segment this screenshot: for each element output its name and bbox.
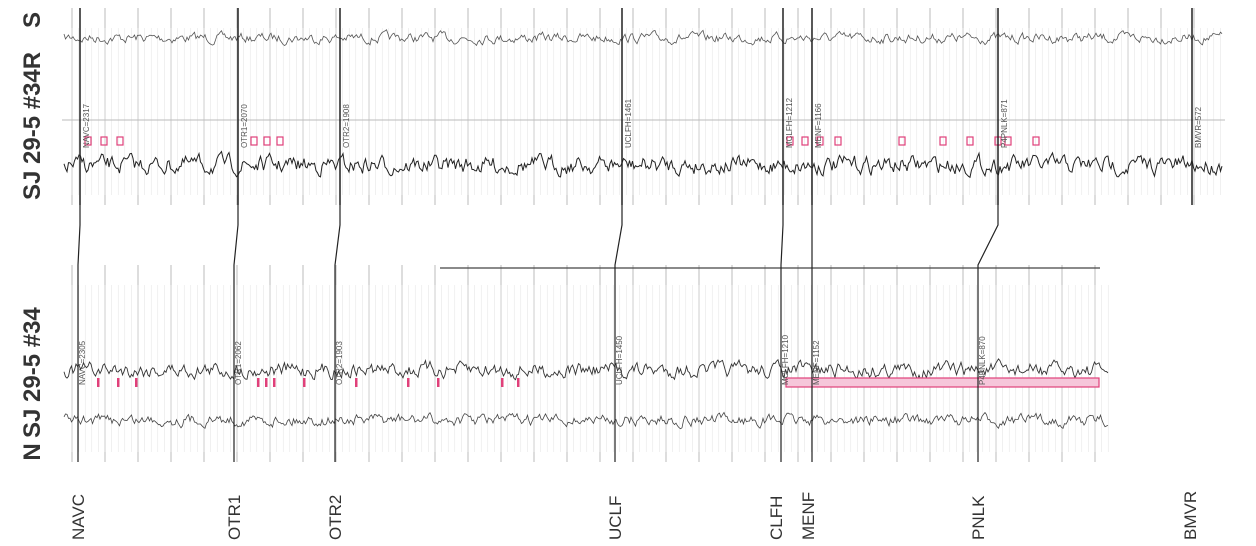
sample-marker xyxy=(303,378,306,387)
pick-label: P4PNLK=871 xyxy=(1000,99,1009,148)
sample-marker xyxy=(1032,136,1040,146)
pick-label: NAVC=2305 xyxy=(78,340,87,385)
formation-label: BMVR xyxy=(1181,491,1200,540)
formation-label: OTR1 xyxy=(225,495,244,540)
sample-marker xyxy=(437,378,440,387)
sample-marker xyxy=(801,136,809,146)
pick-label: MENF=1152 xyxy=(812,340,821,385)
formation-label: CLFH xyxy=(767,496,786,540)
pick-label: UCLFH=1450 xyxy=(615,335,624,385)
log-curve xyxy=(63,29,1223,47)
log-curve xyxy=(63,411,1109,430)
sample-marker xyxy=(276,136,284,146)
correlation-line xyxy=(334,205,341,462)
correlation-line xyxy=(233,205,239,462)
sample-marker xyxy=(816,136,824,146)
sample-marker xyxy=(407,378,410,387)
sample-marker xyxy=(84,136,92,146)
formation-label: NAVC xyxy=(69,494,88,540)
sample-marker xyxy=(939,136,947,146)
sample-marker xyxy=(517,378,520,387)
sample-marker xyxy=(834,136,842,146)
formation-label: PNLK xyxy=(969,495,988,540)
pick-label: MCLFH=1210 xyxy=(781,334,790,385)
formation-label: OTR2 xyxy=(326,495,345,540)
correlation-line xyxy=(77,205,81,462)
sample-marker xyxy=(135,378,138,387)
log-curves xyxy=(63,29,1223,430)
sample-marker xyxy=(273,378,276,387)
sample-marker xyxy=(786,136,794,146)
labels: S SJ 29-5 #34R SJ 29-5 #34 N NAVC OTR1 OTR… xyxy=(19,12,1203,540)
sample-marker xyxy=(501,378,504,387)
log-curve xyxy=(63,150,1223,179)
pick-label: UCLFH=1461 xyxy=(624,98,633,148)
pick-label: OTR1=2070 xyxy=(240,104,249,148)
sample-marker xyxy=(966,136,974,146)
sample-marker xyxy=(1004,136,1012,146)
log-curve xyxy=(63,358,1109,381)
correlation-line xyxy=(614,205,623,462)
correlation-lines xyxy=(77,8,1193,462)
sample-interval xyxy=(785,377,1100,388)
sample-marker xyxy=(100,136,108,146)
side-label: S xyxy=(19,12,46,28)
pick-label: MENF=1166 xyxy=(814,103,823,148)
pick-label: NAVC=2317 xyxy=(82,103,91,148)
side-label: N xyxy=(19,443,46,460)
sample-marker xyxy=(265,378,268,387)
sample-marker xyxy=(117,378,120,387)
pick-label: MCLFH=1212 xyxy=(785,97,794,148)
sample-marker xyxy=(898,136,906,146)
well-name: SJ 29-5 #34 xyxy=(19,307,46,438)
formation-label: MENF xyxy=(799,492,818,540)
well-name: SJ 29-5 #34R xyxy=(19,52,46,200)
sample-marker xyxy=(116,136,124,146)
sample-marker xyxy=(263,136,271,146)
pick-label: P4PNLK=870 xyxy=(978,336,987,385)
pick-label: BMVR=572 xyxy=(1194,106,1203,148)
sample-marker xyxy=(250,136,258,146)
pick-label: OTR2=1908 xyxy=(342,104,351,148)
formation-label: UCLF xyxy=(606,496,625,540)
sample-marker xyxy=(355,378,358,387)
sample-marker xyxy=(97,378,100,387)
pick-label: OTR2=1903 xyxy=(335,341,344,385)
correlation-line xyxy=(977,205,999,462)
correlation-line xyxy=(780,205,784,462)
pick-label: OTR1=2062 xyxy=(234,341,243,385)
sample-marker xyxy=(257,378,260,387)
